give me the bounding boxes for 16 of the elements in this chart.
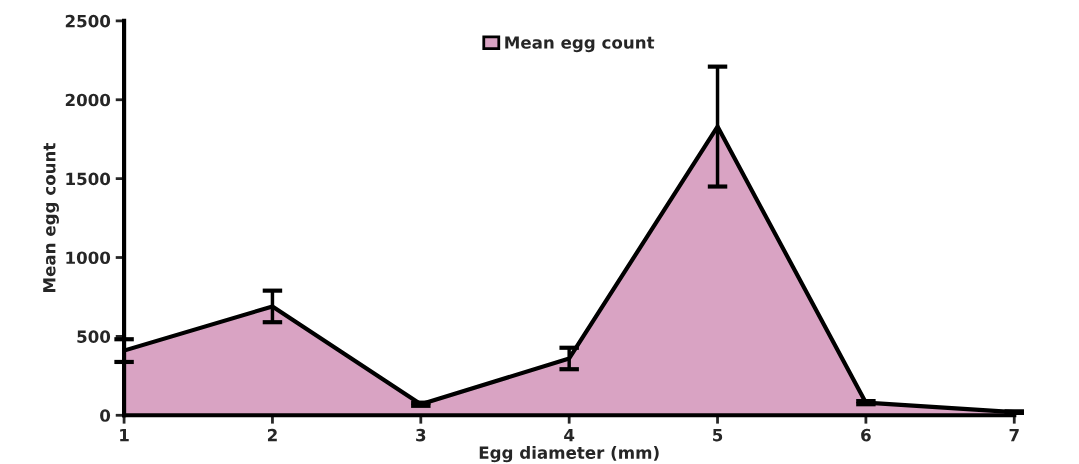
x-tick-label: 3 xyxy=(416,428,426,442)
y-tick-label: 1000 xyxy=(66,251,111,265)
y-tick-label: 0 xyxy=(100,409,111,422)
x-tick-label: 1 xyxy=(120,428,129,442)
x-axis-title: Egg diameter (mm) xyxy=(479,445,659,463)
y-axis-title: Mean egg count xyxy=(43,143,59,292)
x-tick-label: 6 xyxy=(861,428,871,442)
x-tick-label: 5 xyxy=(713,428,723,442)
x-tick-label: 7 xyxy=(1009,428,1019,442)
x-tick-label: 4 xyxy=(564,428,575,442)
x-tick-label: 2 xyxy=(267,428,277,442)
y-tick-label: 500 xyxy=(77,330,111,343)
y-tick-label: 1500 xyxy=(66,172,111,186)
legend-label: Mean egg count xyxy=(505,36,655,53)
y-tick-label: 2500 xyxy=(65,14,111,28)
y-tick-label: 2000 xyxy=(65,93,111,107)
